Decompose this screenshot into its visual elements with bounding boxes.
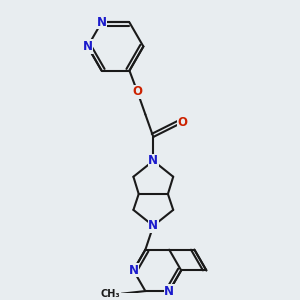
Text: CH₃: CH₃ [100, 289, 120, 299]
Text: N: N [128, 264, 138, 277]
Text: N: N [97, 16, 106, 29]
Text: N: N [148, 154, 158, 167]
Text: O: O [178, 116, 188, 129]
Text: N: N [83, 40, 93, 53]
Text: N: N [164, 285, 174, 298]
Text: O: O [132, 85, 142, 98]
Text: N: N [148, 219, 158, 232]
